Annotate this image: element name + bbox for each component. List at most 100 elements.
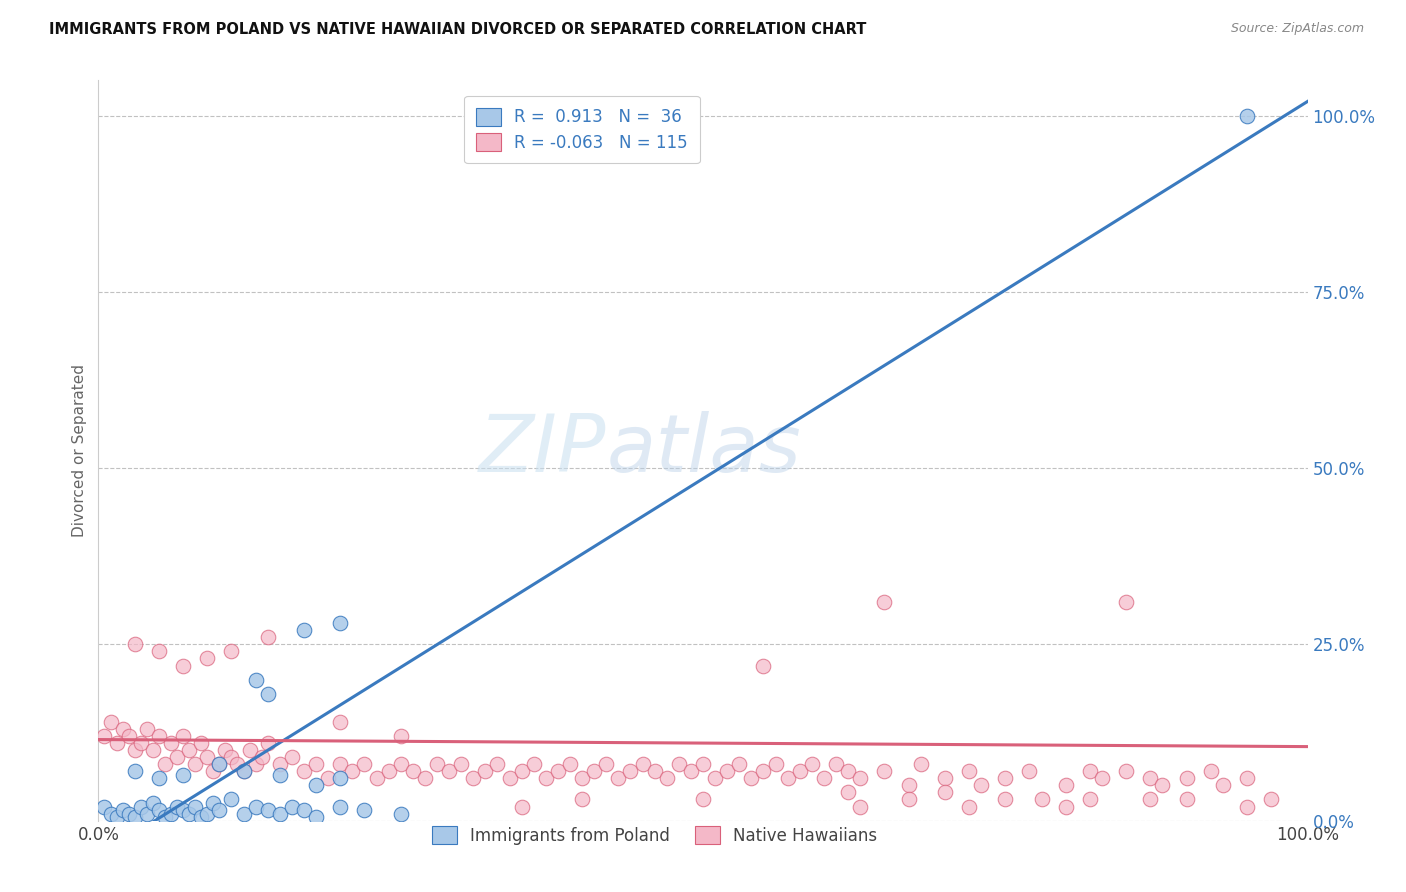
Point bbox=[463, 772, 485, 786]
Point bbox=[166, 799, 188, 814]
Point bbox=[256, 736, 278, 750]
Point bbox=[202, 796, 225, 810]
Point bbox=[129, 736, 152, 750]
Point bbox=[93, 729, 115, 743]
Point bbox=[353, 757, 375, 772]
Point bbox=[1152, 778, 1174, 792]
Point bbox=[208, 757, 231, 772]
Point bbox=[245, 673, 267, 687]
Point bbox=[153, 810, 176, 824]
Point bbox=[776, 772, 799, 786]
Point bbox=[195, 651, 218, 665]
Point bbox=[1054, 778, 1077, 792]
Point bbox=[305, 810, 328, 824]
Point bbox=[595, 757, 617, 772]
Point bbox=[994, 772, 1017, 786]
Point bbox=[897, 778, 920, 792]
Point bbox=[305, 778, 328, 792]
Point bbox=[179, 743, 201, 757]
Point bbox=[934, 785, 956, 799]
Point bbox=[221, 644, 243, 658]
Point bbox=[129, 799, 152, 814]
Point bbox=[184, 757, 207, 772]
Point bbox=[1139, 772, 1161, 786]
Point bbox=[873, 764, 896, 779]
Point bbox=[1115, 595, 1137, 609]
Point bbox=[124, 743, 146, 757]
Point bbox=[190, 810, 212, 824]
Point bbox=[118, 729, 141, 743]
Point bbox=[329, 772, 352, 786]
Point bbox=[1212, 778, 1234, 792]
Point bbox=[837, 785, 859, 799]
Point bbox=[1236, 772, 1258, 786]
Point bbox=[208, 803, 231, 817]
Point bbox=[281, 750, 304, 764]
Point bbox=[486, 757, 509, 772]
Point bbox=[166, 750, 188, 764]
Point bbox=[800, 757, 823, 772]
Point bbox=[329, 799, 352, 814]
Point bbox=[510, 799, 533, 814]
Point bbox=[765, 757, 787, 772]
Point bbox=[124, 764, 146, 779]
Point bbox=[100, 714, 122, 729]
Point bbox=[148, 803, 170, 817]
Point bbox=[994, 792, 1017, 806]
Point bbox=[607, 772, 630, 786]
Point bbox=[377, 764, 399, 779]
Point bbox=[1175, 772, 1198, 786]
Point bbox=[172, 768, 194, 782]
Point bbox=[172, 803, 194, 817]
Point bbox=[179, 806, 201, 821]
Point bbox=[692, 757, 714, 772]
Text: ZIP: ZIP bbox=[479, 411, 606, 490]
Point bbox=[105, 810, 128, 824]
Y-axis label: Divorced or Separated: Divorced or Separated bbox=[72, 364, 87, 537]
Point bbox=[1078, 792, 1101, 806]
Point bbox=[389, 729, 412, 743]
Point bbox=[668, 757, 690, 772]
Point bbox=[190, 736, 212, 750]
Point bbox=[202, 764, 225, 779]
Point bbox=[523, 757, 546, 772]
Point bbox=[195, 806, 218, 821]
Point bbox=[221, 750, 243, 764]
Point bbox=[111, 803, 134, 817]
Point bbox=[547, 764, 569, 779]
Point bbox=[692, 792, 714, 806]
Point bbox=[195, 750, 218, 764]
Point bbox=[148, 772, 170, 786]
Point bbox=[329, 757, 352, 772]
Text: IMMIGRANTS FROM POLAND VS NATIVE HAWAIIAN DIVORCED OR SEPARATED CORRELATION CHAR: IMMIGRANTS FROM POLAND VS NATIVE HAWAIIA… bbox=[49, 22, 866, 37]
Point bbox=[292, 764, 315, 779]
Point bbox=[269, 768, 291, 782]
Point bbox=[1018, 764, 1040, 779]
Point bbox=[837, 764, 859, 779]
Point bbox=[534, 772, 557, 786]
Point bbox=[208, 757, 231, 772]
Point bbox=[1031, 792, 1053, 806]
Point bbox=[389, 806, 412, 821]
Point bbox=[118, 806, 141, 821]
Point bbox=[172, 729, 194, 743]
Text: atlas: atlas bbox=[606, 411, 801, 490]
Point bbox=[105, 736, 128, 750]
Point bbox=[256, 687, 278, 701]
Point bbox=[366, 772, 388, 786]
Point bbox=[316, 772, 339, 786]
Point bbox=[1078, 764, 1101, 779]
Point bbox=[498, 772, 520, 786]
Point bbox=[1091, 772, 1114, 786]
Point bbox=[716, 764, 738, 779]
Point bbox=[910, 757, 932, 772]
Point bbox=[329, 616, 352, 631]
Point bbox=[1054, 799, 1077, 814]
Point bbox=[897, 792, 920, 806]
Point bbox=[93, 799, 115, 814]
Point bbox=[292, 803, 315, 817]
Point bbox=[226, 757, 249, 772]
Point bbox=[752, 764, 775, 779]
Point bbox=[957, 764, 980, 779]
Point bbox=[934, 772, 956, 786]
